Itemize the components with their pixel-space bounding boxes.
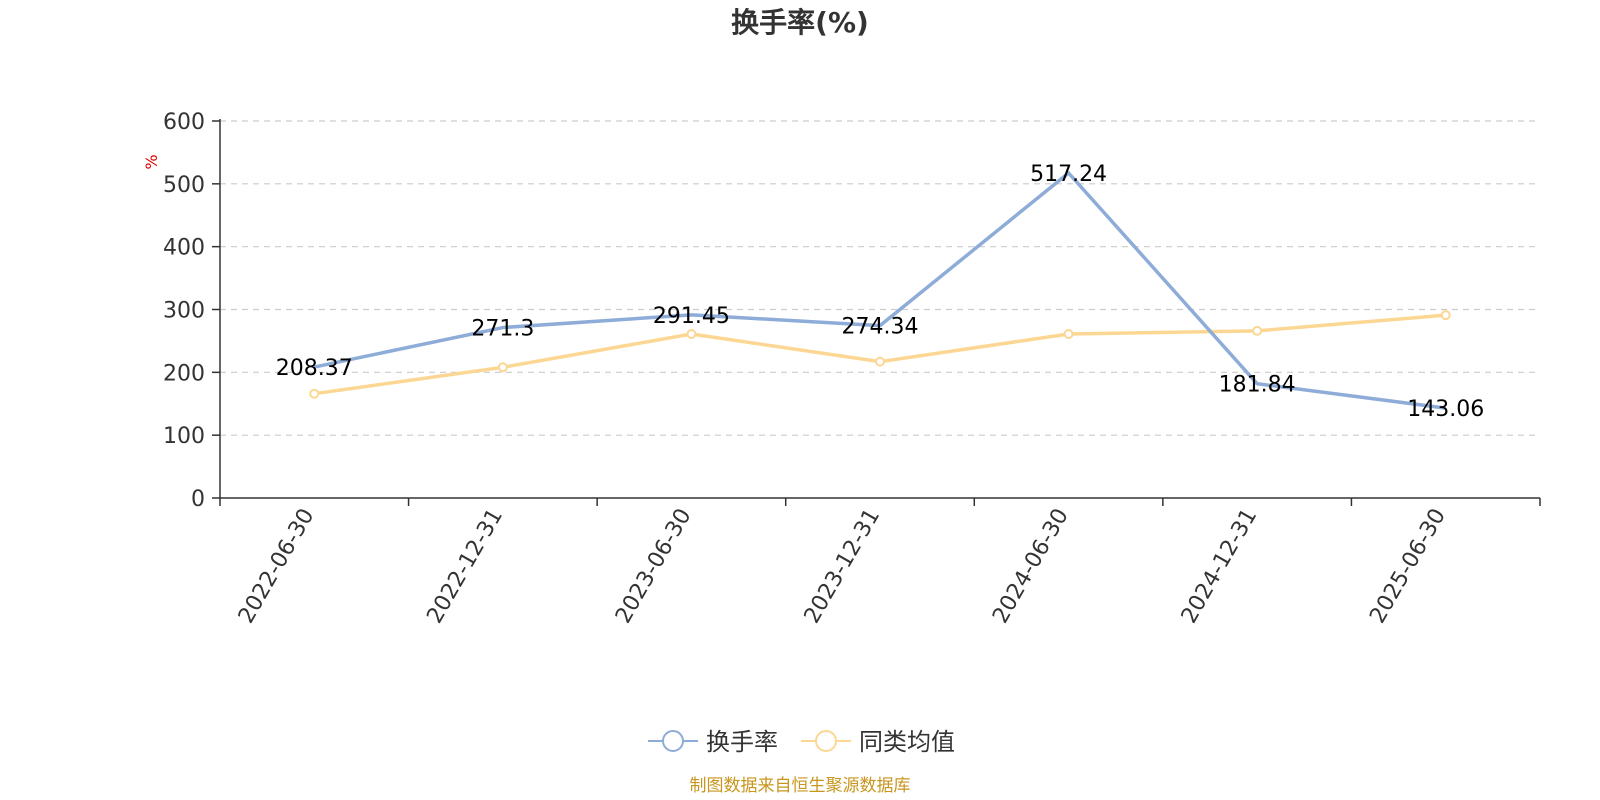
x-tick-label: 2023-06-30 [611, 505, 697, 628]
data-label: 517.24 [1030, 162, 1107, 187]
x-tick-label: 2022-06-30 [234, 505, 320, 628]
data-label: 271.3 [471, 317, 534, 342]
x-axis-ticks: 2022-06-30 2022-12-31 2023-06-30 2023-12-31… [219, 498, 1541, 628]
axes [219, 119, 1540, 499]
grid-lines [220, 120, 1540, 436]
x-tick-label: 2023-12-31 [800, 505, 886, 628]
data-label: 208.37 [276, 356, 353, 381]
legend-item-0[interactable]: 换手率 [648, 728, 778, 756]
x-tick-label: 2024-06-30 [988, 505, 1074, 628]
series-point-1 [1252, 325, 1263, 336]
x-tick-label: 2022-12-31 [422, 505, 508, 628]
y-tick-label: 100 [163, 424, 205, 449]
y-tick-label: 600 [163, 110, 205, 135]
series-point-1 [686, 329, 697, 340]
series-point-1 [1063, 329, 1074, 340]
legend[interactable]: 换手率 同类均值 [648, 728, 955, 756]
legend-swatch-marker [815, 730, 837, 752]
series-lines [309, 171, 1451, 410]
y-axis-ticks: 0 100 200 300 400 500 600 [163, 110, 220, 512]
series-point-1 [309, 388, 320, 399]
legend-label: 换手率 [706, 728, 778, 756]
x-tick-label: 2024-12-31 [1177, 505, 1263, 628]
series-line-0 [313, 171, 1446, 410]
data-label: 274.34 [842, 315, 919, 340]
y-tick-label: 0 [191, 487, 205, 512]
legend-swatch-marker [662, 730, 684, 752]
series-point-1 [875, 356, 885, 367]
data-label: 291.45 [653, 304, 730, 329]
y-tick-label: 300 [163, 299, 205, 324]
series-point-1 [497, 362, 508, 373]
y-tick-label: 200 [163, 361, 205, 386]
data-labels: 208.37 271.3 291.45 274.34 517.24 181.84 143.0… [276, 162, 1484, 422]
data-label: 181.84 [1219, 373, 1296, 398]
data-label: 143.06 [1407, 397, 1484, 422]
data-source-note: 制图数据来自恒生聚源数据库 [690, 776, 911, 796]
legend-label: 同类均值 [859, 728, 955, 756]
legend-item-1[interactable]: 同类均值 [801, 728, 955, 756]
x-tick-label: 2025-06-30 [1365, 505, 1451, 628]
y-axis-unit: % [142, 154, 161, 169]
chart-title: 换手率(%) [731, 6, 869, 39]
series-point-1 [1440, 310, 1451, 321]
y-tick-label: 400 [163, 236, 205, 261]
y-tick-label: 500 [163, 173, 205, 198]
